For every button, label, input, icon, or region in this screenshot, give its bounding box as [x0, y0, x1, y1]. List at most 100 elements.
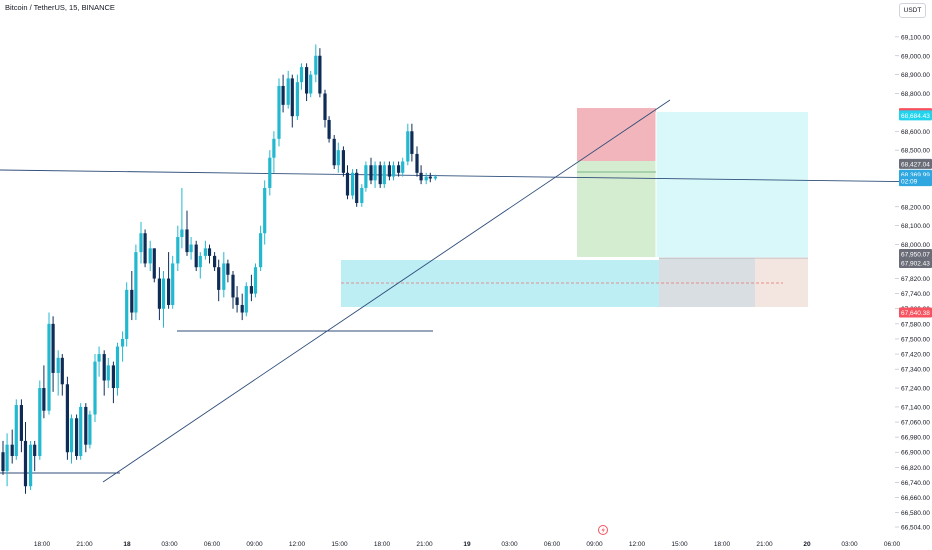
- candle-body: [351, 172, 355, 196]
- candle-body: [51, 323, 55, 373]
- y-tick-label: 67,820.00: [901, 276, 930, 283]
- candle-body: [56, 357, 60, 373]
- y-tick-label: 66,900.00: [901, 450, 930, 457]
- candle-body: [47, 323, 51, 411]
- x-tick-label: 12:00: [629, 541, 646, 548]
- candle-body: [369, 165, 373, 181]
- demand-zone: [341, 260, 659, 307]
- candle-body: [171, 263, 175, 305]
- candle-body: [161, 278, 166, 309]
- candle-body: [391, 165, 396, 177]
- candle-body: [382, 165, 386, 185]
- candle-body: [244, 286, 248, 313]
- candle-body: [65, 384, 69, 453]
- candle-body: [14, 405, 18, 457]
- y-tick-label: 66,580.00: [901, 510, 930, 517]
- candle-body: [397, 165, 401, 173]
- candle-body: [19, 405, 23, 441]
- y-tick-label: 67,140.00: [901, 404, 930, 411]
- currency-selector[interactable]: USDT: [899, 3, 926, 18]
- candle-body: [226, 263, 230, 275]
- candle-body: [38, 388, 42, 457]
- y-tick-label: 67,340.00: [901, 367, 930, 374]
- candle-body: [249, 286, 253, 294]
- candle-body: [60, 357, 64, 385]
- candle-body: [406, 131, 410, 162]
- price-label-box: [899, 110, 932, 121]
- stop-loss-zone: [577, 108, 656, 161]
- candle-body: [355, 172, 359, 204]
- candle-body: [415, 153, 419, 173]
- y-tick-label: 68,000.00: [901, 242, 930, 249]
- candle-body: [194, 244, 198, 268]
- candle-body: [378, 165, 382, 185]
- candle-body: [336, 150, 340, 166]
- candle-body: [69, 418, 74, 453]
- x-tick-label: 09:00: [586, 541, 603, 548]
- candle-body: [33, 444, 37, 457]
- price-label-box: [899, 257, 932, 268]
- zone-extension-pink: [755, 258, 808, 307]
- candle-body: [332, 138, 336, 166]
- candle-body: [305, 67, 309, 94]
- candle-body: [424, 176, 428, 181]
- candle-body: [263, 187, 267, 234]
- price-label-text: 67,640.38: [901, 310, 930, 317]
- x-tick-label: 06:00: [544, 541, 561, 548]
- take-profit-zone: [577, 161, 656, 257]
- candle-body: [130, 289, 134, 313]
- candle-body: [387, 165, 391, 177]
- candle-body: [286, 78, 290, 105]
- y-tick-label: 67,240.00: [901, 386, 930, 393]
- candle-body: [23, 440, 28, 487]
- x-tick-label: 21:00: [756, 541, 773, 548]
- candle-body: [189, 244, 193, 253]
- y-tick-label: 66,980.00: [901, 435, 930, 442]
- candle-body: [327, 119, 331, 139]
- target-zone: [656, 112, 808, 257]
- x-tick-label: 15:00: [331, 541, 348, 548]
- x-tick-label: 18: [123, 541, 131, 548]
- candle-body: [97, 354, 101, 362]
- y-tick-label: 68,100.00: [901, 223, 930, 230]
- candle-body: [203, 248, 207, 256]
- candle-body: [102, 354, 106, 381]
- x-tick-label: 21:00: [416, 541, 433, 548]
- price-label-text: 02:09: [901, 179, 918, 186]
- y-tick-label: 66,660.00: [901, 495, 930, 502]
- candle-body: [148, 248, 152, 264]
- x-tick-label: 06:00: [884, 541, 901, 548]
- price-label-text: 68,369.99: [901, 172, 930, 179]
- x-tick-label: 19: [463, 541, 471, 548]
- candle-body: [428, 176, 432, 179]
- candle-body: [167, 278, 171, 305]
- x-tick-label: 18:00: [374, 541, 391, 548]
- candle-body: [115, 346, 120, 389]
- candle-body: [401, 161, 405, 173]
- candle-body: [143, 233, 147, 264]
- y-tick-label: 67,500.00: [901, 336, 930, 343]
- y-tick-label: 68,800.00: [901, 91, 930, 98]
- candle-body: [152, 248, 156, 279]
- rising-trendline: [102, 99, 671, 483]
- x-tick-label: 09:00: [246, 541, 263, 548]
- x-tick-label: 18:00: [34, 541, 51, 548]
- price-label-text: 67,902.43: [901, 260, 930, 267]
- candle-body: [125, 289, 129, 339]
- candle-body: [75, 418, 79, 457]
- candle-body: [373, 165, 377, 181]
- price-label-box: [899, 307, 932, 318]
- candle-body: [290, 78, 294, 117]
- y-tick-label: 69,100.00: [901, 34, 930, 41]
- lightning-bolt: [601, 527, 605, 534]
- candle-body: [281, 85, 285, 105]
- candle-body: [299, 67, 304, 83]
- candles-layer: [1, 44, 437, 494]
- candle-body: [268, 157, 272, 188]
- candle-body: [185, 229, 189, 253]
- candle-body: [309, 74, 313, 94]
- horizontal-trendline: [0, 169, 932, 183]
- zone-extension-gray: [659, 258, 755, 307]
